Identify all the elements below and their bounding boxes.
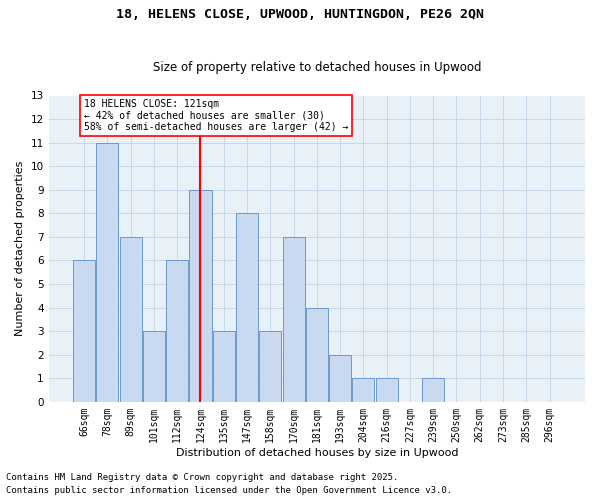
Text: Contains HM Land Registry data © Crown copyright and database right 2025.
Contai: Contains HM Land Registry data © Crown c… — [6, 474, 452, 495]
Bar — [212, 331, 235, 402]
Bar — [236, 214, 258, 402]
Bar — [166, 260, 188, 402]
Text: 18 HELENS CLOSE: 121sqm
← 42% of detached houses are smaller (30)
58% of semi-de: 18 HELENS CLOSE: 121sqm ← 42% of detache… — [84, 99, 349, 132]
Bar — [376, 378, 398, 402]
Bar — [190, 190, 212, 402]
Bar — [422, 378, 444, 402]
Bar — [143, 331, 165, 402]
Bar — [306, 308, 328, 402]
Text: 18, HELENS CLOSE, UPWOOD, HUNTINGDON, PE26 2QN: 18, HELENS CLOSE, UPWOOD, HUNTINGDON, PE… — [116, 8, 484, 20]
Y-axis label: Number of detached properties: Number of detached properties — [15, 161, 25, 336]
Bar — [97, 142, 118, 402]
Bar — [73, 260, 95, 402]
Bar — [283, 237, 305, 402]
X-axis label: Distribution of detached houses by size in Upwood: Distribution of detached houses by size … — [176, 448, 458, 458]
Bar — [119, 237, 142, 402]
Title: Size of property relative to detached houses in Upwood: Size of property relative to detached ho… — [152, 60, 481, 74]
Bar — [352, 378, 374, 402]
Bar — [329, 354, 351, 402]
Bar — [259, 331, 281, 402]
